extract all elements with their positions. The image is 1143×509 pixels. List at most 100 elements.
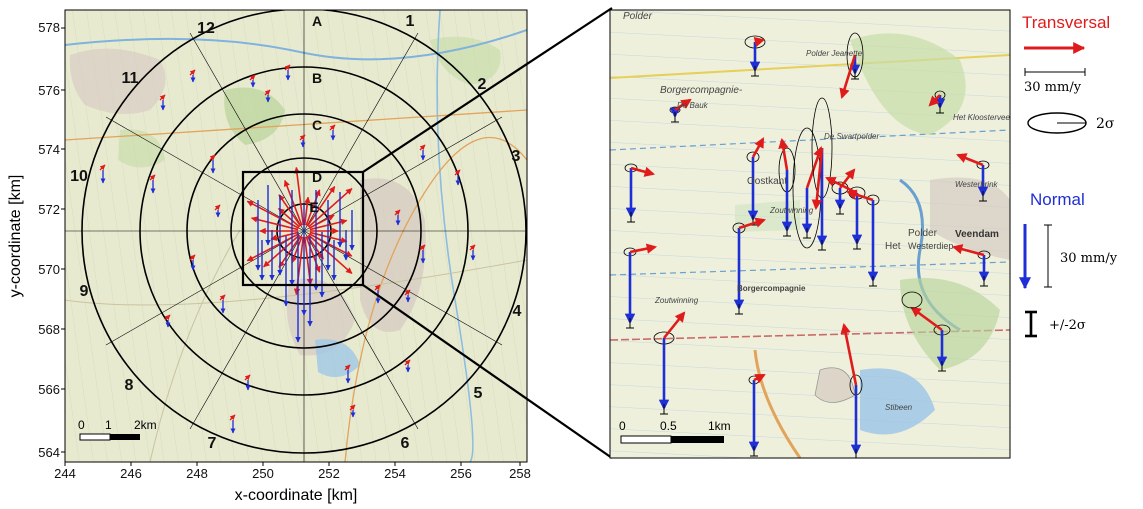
- transversal-vector: [840, 322, 858, 386]
- transversal-vector: [303, 196, 311, 226]
- sector-lines: [65, 10, 527, 462]
- right-displacement-vectors: [623, 32, 991, 458]
- x-tick: 258: [509, 466, 531, 481]
- left-scalebar-label-0: 0: [78, 418, 85, 432]
- transversal-vector: [189, 69, 196, 76]
- left-scalebar-label-1: 1: [105, 418, 112, 432]
- transversal-vector: [778, 137, 789, 171]
- place-label: Het Kloosterveen: [953, 113, 1015, 122]
- transversal-vector: [956, 153, 984, 167]
- left-map-features: [65, 10, 527, 462]
- y-tick: 564: [38, 445, 60, 460]
- sector-label-9: 9: [80, 283, 89, 300]
- transversal-vector: [469, 244, 476, 251]
- transversal-vector: [629, 243, 658, 254]
- y-tick-labels: 578 576 574 572 570 568 566 564: [38, 20, 60, 460]
- transversal-vector: [910, 306, 943, 332]
- transversal-vector: [249, 74, 256, 81]
- ring-A: [81, 10, 527, 454]
- sector-label-2: 2: [478, 76, 487, 93]
- x-tick-labels: 244 246 248 250 252 254 256 258: [54, 466, 531, 481]
- transversal-vector: [209, 154, 216, 161]
- sector-label-10: 10: [70, 168, 88, 185]
- place-label: Oostkant: [747, 176, 787, 187]
- left-map: A B C D E 1 2 3 4 5 6 7 8 9 10 11 12 0 1: [7, 9, 531, 504]
- y-tick: 578: [38, 20, 60, 35]
- x-tick: 250: [252, 466, 274, 481]
- left-map-frame: [64, 9, 528, 463]
- transversal-vector: [189, 254, 196, 261]
- axis-ticks: [61, 27, 521, 466]
- transversal-vector: [374, 284, 381, 291]
- y-tick: 574: [38, 142, 60, 157]
- place-label: Het: [885, 241, 901, 252]
- transversal-vector: [214, 204, 221, 211]
- x-tick: 248: [186, 466, 208, 481]
- transversal-vector: [928, 94, 941, 107]
- y-tick: 570: [38, 262, 60, 277]
- y-tick: 572: [38, 202, 60, 217]
- x-tick: 246: [120, 466, 142, 481]
- y-tick: 568: [38, 322, 60, 337]
- transversal-vector: [308, 214, 335, 229]
- x-tick: 256: [450, 466, 472, 481]
- zoom-connector-bottom: [362, 284, 613, 459]
- transversal-vector: [394, 209, 401, 216]
- place-label: De Bauk: [677, 101, 709, 110]
- right-map-features: Polder Polder Jeanette Borgercompagnie- …: [610, 11, 1015, 458]
- transversal-vector: [805, 146, 824, 189]
- transversal-vector: [263, 234, 301, 268]
- place-label: Borgercompagnie: [737, 284, 806, 293]
- place-label: Veendam: [955, 229, 999, 240]
- zoom-connector-top: [362, 7, 613, 173]
- legend-transversal-label: Transversal: [1022, 13, 1110, 32]
- place-label: Stibeen: [885, 403, 913, 412]
- transversal-vector: [164, 314, 171, 321]
- ring-label-A: A: [312, 13, 322, 29]
- road: [65, 259, 527, 306]
- x-tick: 244: [54, 466, 76, 481]
- transversal-vector: [419, 144, 426, 151]
- legend: Transversal 30 mm/y 2σ Normal 30 mm/y +/…: [1019, 13, 1118, 338]
- transversal-vector: [630, 166, 656, 177]
- transversal-vector: [404, 359, 411, 366]
- transversal-vector: [305, 236, 321, 273]
- place-label: Polder: [623, 11, 653, 22]
- transversal-vector: [219, 294, 226, 301]
- transversal-vector: [244, 374, 251, 381]
- transversal-vector: [349, 404, 356, 411]
- sector-label-4: 4: [513, 303, 522, 320]
- right-scalebar: 0 0.5 1km: [619, 419, 731, 444]
- transversal-vector: [662, 311, 686, 339]
- transversal-vector: [270, 231, 299, 241]
- transversal-vector: [419, 244, 426, 251]
- right-scalebar-label-1: 0.5: [660, 419, 677, 433]
- transversal-vector: [404, 289, 411, 296]
- right-map: Polder Polder Jeanette Borgercompagnie- …: [609, 9, 1015, 459]
- sector-label-12: 12: [197, 20, 215, 37]
- transversal-vector: [951, 244, 985, 257]
- transversal-vector: [299, 134, 306, 141]
- ring-C: [186, 113, 422, 349]
- y-axis-label: y-coordinate [km]: [7, 175, 24, 298]
- ring-label-E: E: [309, 199, 318, 215]
- sector-label-5: 5: [474, 385, 483, 402]
- place-label: Borgercompagnie-: [660, 85, 743, 96]
- right-scalebar-label-0: 0: [619, 419, 626, 433]
- transversal-vector: [250, 216, 299, 231]
- sector-label-7: 7: [208, 435, 217, 452]
- place-label: Zoutwinning: [769, 206, 814, 215]
- transversal-vector: [159, 94, 166, 101]
- sector-label-6: 6: [401, 435, 410, 452]
- transversal-vector: [149, 174, 156, 181]
- left-scalebar-label-2: 2km: [134, 418, 157, 432]
- uncertainty-ellipse: [901, 291, 923, 309]
- place-label: Zoutwinning: [654, 296, 699, 305]
- legend-transversal-scale: 30 mm/y: [1024, 80, 1082, 95]
- transversal-vector: [278, 194, 302, 227]
- canal: [65, 29, 527, 61]
- transversal-vector: [246, 200, 300, 229]
- zoom-box: [241, 170, 365, 287]
- right-map-frame: [609, 9, 1011, 459]
- forest-area: [430, 36, 501, 85]
